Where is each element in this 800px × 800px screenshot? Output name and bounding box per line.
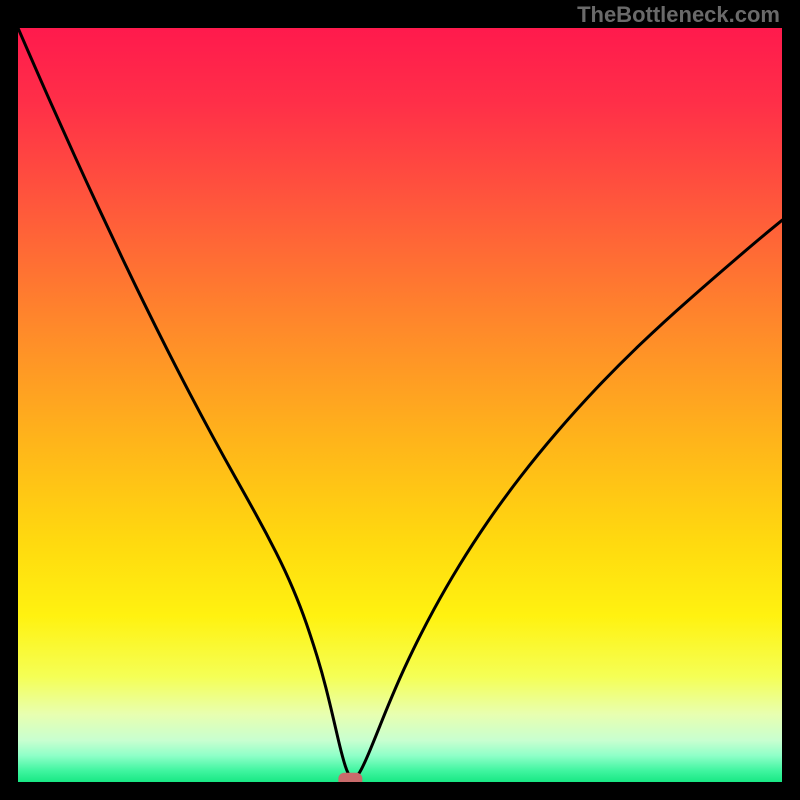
notch-marker bbox=[338, 773, 362, 782]
plot-area bbox=[18, 28, 782, 782]
chart-svg bbox=[18, 28, 782, 782]
gradient-background bbox=[18, 28, 782, 782]
chart-container: TheBottleneck.com bbox=[0, 0, 800, 800]
watermark-text: TheBottleneck.com bbox=[577, 2, 780, 28]
